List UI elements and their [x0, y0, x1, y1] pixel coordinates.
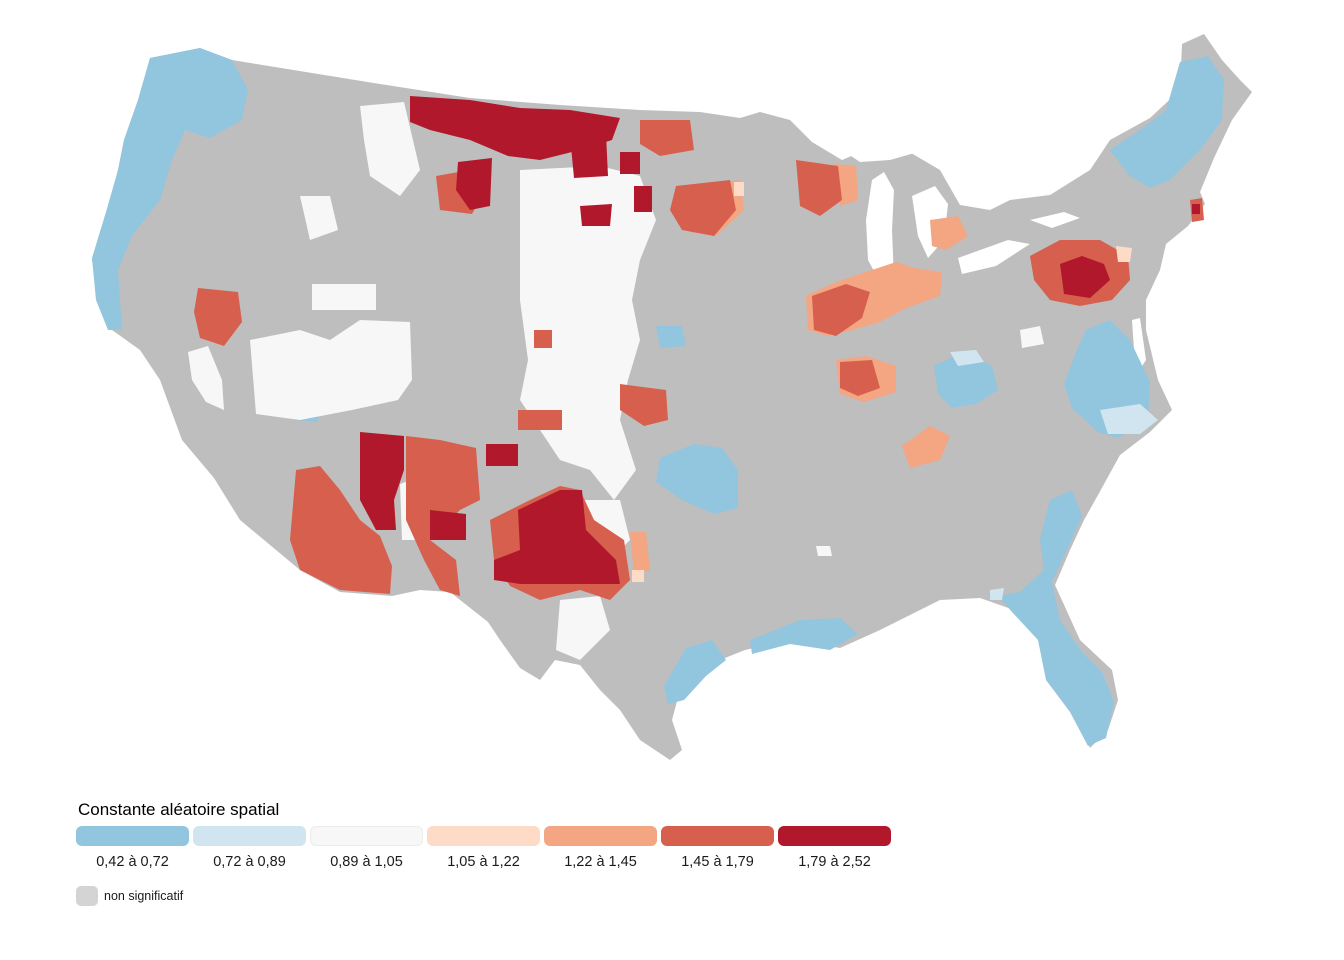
- gulf-light-patch: [990, 588, 1004, 600]
- michigan-patch: [930, 216, 968, 250]
- illinois-region: [812, 284, 870, 336]
- kansas-patch: [656, 326, 686, 348]
- nd-east-patch: [620, 152, 640, 174]
- montana-white: [360, 102, 420, 196]
- nj-core-patch: [1192, 204, 1200, 214]
- arkansas-white: [816, 546, 832, 556]
- nd-central-patch: [570, 134, 608, 178]
- class-3-regions: [632, 182, 1132, 582]
- north-dakota-region: [640, 120, 694, 156]
- texas-west-region: [494, 490, 620, 584]
- wyoming-white: [312, 284, 376, 310]
- texas-edge: [630, 532, 650, 574]
- legend-label: 0,72 à 0,89: [213, 854, 286, 870]
- legend-labels: 0,42 à 0,72 0,72 à 0,89 0,89 à 1,05 1,05…: [76, 854, 896, 870]
- legend-label: 1,05 à 1,22: [447, 854, 520, 870]
- sd-patch: [580, 204, 612, 226]
- sd-east-patch: [634, 186, 652, 212]
- arizona-region: [290, 466, 392, 594]
- texas-coast-region: [664, 640, 726, 704]
- legend: Constante aléatoire spatial 0,42 à 0,72 …: [76, 800, 896, 906]
- gulf-coast-region: [750, 618, 858, 654]
- legend-swatch: [76, 826, 189, 846]
- legend-swatches: [76, 826, 896, 846]
- kansas-region: [620, 384, 668, 426]
- legend-swatch: [661, 826, 774, 846]
- new-mexico-central-patch: [430, 510, 466, 540]
- legend-swatch: [778, 826, 891, 846]
- legend-label: 1,22 à 1,45: [564, 854, 637, 870]
- new-england-region: [1110, 56, 1224, 188]
- oklahoma-patch: [534, 330, 552, 348]
- legend-label: 1,79 à 2,52: [798, 854, 871, 870]
- minnesota-region: [670, 180, 736, 236]
- montana-central-patch: [456, 158, 492, 210]
- utah-white: [250, 320, 412, 420]
- lake-erie: [958, 240, 1030, 274]
- legend-swatch: [193, 826, 306, 846]
- us-county-map: [92, 34, 1252, 760]
- indiana-region: [840, 360, 880, 396]
- legend-swatch: [427, 826, 540, 846]
- southeast-coast-region: [998, 490, 1114, 746]
- class-1-regions: [950, 350, 1158, 600]
- lake-superior: [842, 140, 918, 162]
- legend-title: Constante aléatoire spatial: [78, 800, 280, 819]
- central-south-region: [656, 444, 738, 514]
- new-mexico-west-region: [360, 432, 404, 530]
- texas-fringe: [632, 570, 644, 582]
- nevada-region: [194, 288, 242, 346]
- lake-michigan: [866, 172, 894, 286]
- oklahoma-panhandle-patch: [486, 444, 518, 466]
- legend-swatch: [544, 826, 657, 846]
- pacific-northwest-region: [92, 48, 248, 330]
- nevada-white: [188, 346, 224, 410]
- kentucky-light-patch: [950, 350, 984, 366]
- montana-north-region: [410, 96, 620, 160]
- idaho-white: [300, 196, 338, 240]
- lake-ontario: [1030, 212, 1080, 228]
- pennsylvania-fringe: [1116, 246, 1132, 262]
- nc-light-patch: [1100, 404, 1158, 434]
- tennessee-band: [902, 426, 950, 468]
- texas-white: [556, 596, 610, 660]
- kentucky-region: [934, 352, 998, 408]
- pennsylvania-core-region: [1060, 256, 1110, 298]
- legend-label: 0,89 à 1,05: [330, 854, 403, 870]
- minnesota-fringe: [734, 182, 744, 196]
- legend-non-significant: non significatif: [76, 886, 896, 906]
- legend-swatch: [310, 826, 423, 846]
- non-significant-label: non significatif: [104, 889, 184, 903]
- legend-label: 0,42 à 0,72: [96, 854, 169, 870]
- wisconsin-region: [796, 160, 842, 216]
- virginia-white: [1020, 326, 1044, 348]
- non-significant-swatch: [76, 886, 98, 906]
- legend-label: 1,45 à 1,79: [681, 854, 754, 870]
- chesapeake-bay: [1132, 318, 1146, 372]
- class-6-regions: [360, 96, 1200, 584]
- colorado-patch: [518, 410, 562, 430]
